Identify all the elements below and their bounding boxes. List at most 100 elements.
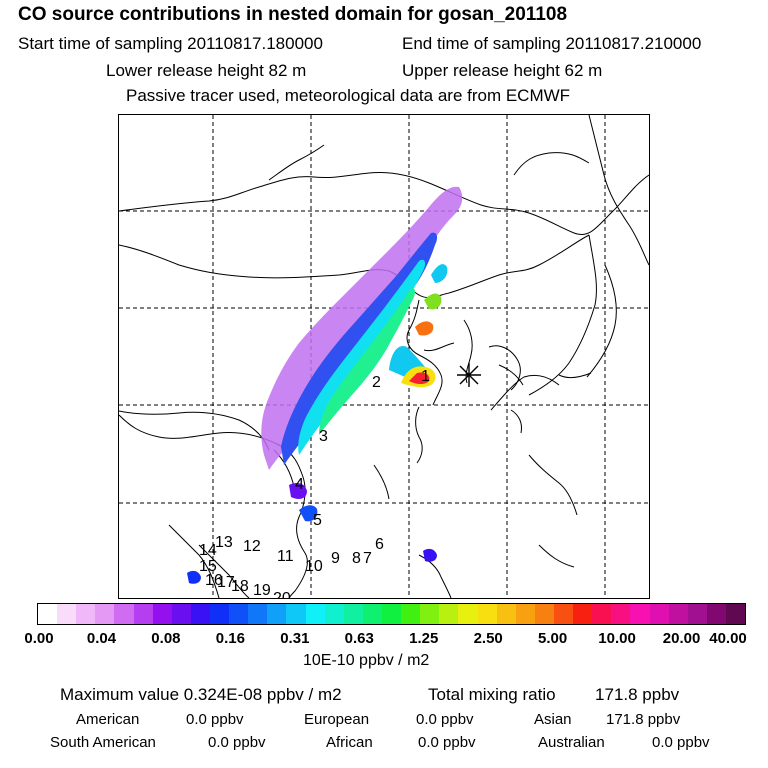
color-scale-segment [152,604,172,624]
region-label: 8 [352,550,361,567]
region-label: 6 [375,536,384,553]
color-scale-tick-label: 40.00 [709,630,747,647]
color-scale-segment [420,604,440,624]
region-label: 1 [421,368,430,385]
color-scale-segment [401,604,421,624]
map-panel: 1 2 3 4 5 6 7 8 9 10 11 12 13 14 15 16 1… [118,114,650,599]
upper-release-height: Upper release height 62 m [402,61,603,80]
color-scale-segment [706,604,726,624]
region-label: 13 [215,534,233,551]
color-scale-tick-label: 0.31 [280,630,310,647]
region-label: 9 [331,550,340,567]
color-scale-segment [267,604,287,624]
color-scale-segment [324,604,344,624]
american-label: American [76,711,140,728]
color-scale-segment [649,604,669,624]
color-scale-unit: 10E-10 ppbv / m2 [303,652,430,669]
map-svg: 1 2 3 4 5 6 7 8 9 10 11 12 13 14 15 16 1… [119,115,649,598]
color-scale-segment [439,604,459,624]
region-label: 17 [217,574,235,591]
color-scale-segment [573,604,593,624]
description: Passive tracer used, meteorological data… [126,86,571,105]
color-scale-segment [171,604,191,624]
color-scale-segment [38,604,58,624]
color-scale-segment [687,604,707,624]
region-labels: 1 2 3 4 5 6 7 8 9 10 11 12 13 14 15 16 1… [199,368,430,598]
total-value: 171.8 ppbv [595,685,680,704]
color-scale-segment [725,604,746,624]
color-scale-segment [286,604,306,624]
color-scale-segment [95,604,115,624]
color-scale-bar [37,603,746,625]
color-scale-segment [133,604,153,624]
european-label: European [304,711,370,728]
color-scale-tick-label: 0.63 [344,630,374,647]
european-value: 0.0 ppbv [416,711,474,728]
color-scale-segment [477,604,497,624]
african-value: 0.0 ppbv [418,734,476,751]
total-mixing-ratio: Total mixing ratio 171.8 ppbv [428,685,679,705]
color-scale-segment [248,604,268,624]
color-scale-segment [229,604,249,624]
australian-value: 0.0 ppbv [652,734,710,751]
color-scale-tick-label: 0.08 [151,630,181,647]
color-scale-segment [458,604,478,624]
region-label: 14 [199,542,217,559]
color-scale-segment [305,604,325,624]
region-label: 19 [253,582,271,598]
region-label: 18 [231,578,249,595]
color-scale-segment [114,604,134,624]
australian-label: Australian [538,734,605,751]
color-scale-tick-label: 1.25 [409,630,439,647]
color-scale-segment [209,604,230,624]
color-scale-segment [381,604,402,624]
region-label: 12 [243,538,261,555]
color-scale-segment [534,604,554,624]
african-label: African [326,734,373,751]
lat-lon-grid [119,115,649,598]
color-scale-segment [553,604,574,624]
american-value: 0.0 ppbv [186,711,244,728]
region-label: 5 [313,512,322,529]
color-scale-tick-label: 0.04 [86,630,117,647]
color-scale-tick-label: 2.50 [473,630,503,647]
concentration-plume [187,186,463,584]
region-label: 3 [319,428,328,445]
region-label: 4 [295,476,304,493]
color-scale-tick-label: 0.16 [215,630,245,647]
asian-value: 171.8 ppbv [606,711,681,728]
color-scale-segment [362,604,382,624]
region-label: 11 [277,548,294,565]
color-scale-tick-label: 10.00 [598,630,636,647]
color-scale-segment [630,604,650,624]
color-scale-segment [343,604,363,624]
region-label: 2 [372,374,381,391]
color-scale-segment [668,604,688,624]
max-value: Maximum value 0.324E-08 ppbv / m2 [60,685,342,704]
lower-release-height: Lower release height 82 m [106,61,307,80]
color-scale-segment [496,604,516,624]
start-time: Start time of sampling 20110817.180000 [18,34,323,53]
color-scale-segment [592,604,612,624]
asian-label: Asian [534,711,572,728]
color-scale-segment [76,604,96,624]
color-scale-segment [611,604,631,624]
receptor-marker [457,363,481,387]
region-label: 20 [273,590,291,598]
south-american-value: 0.0 ppbv [208,734,266,751]
end-time: End time of sampling 20110817.210000 [402,34,702,53]
color-scale-segment [57,604,77,624]
region-label: 16 [205,572,223,589]
color-scale-segment [515,604,535,624]
region-label: 15 [199,558,217,575]
south-american-label: South American [50,734,156,751]
region-label: 10 [305,558,323,575]
region-label: 7 [363,550,372,567]
color-scale-tick-label: 20.00 [662,630,701,647]
plot-title: CO source contributions in nested domain… [18,4,568,25]
color-scale-segment [190,604,210,624]
color-scale-tick-label: 5.00 [538,630,568,647]
total-label: Total mixing ratio [428,685,556,704]
color-scale-tick-label: 0.00 [24,630,54,647]
coastlines [119,115,649,598]
